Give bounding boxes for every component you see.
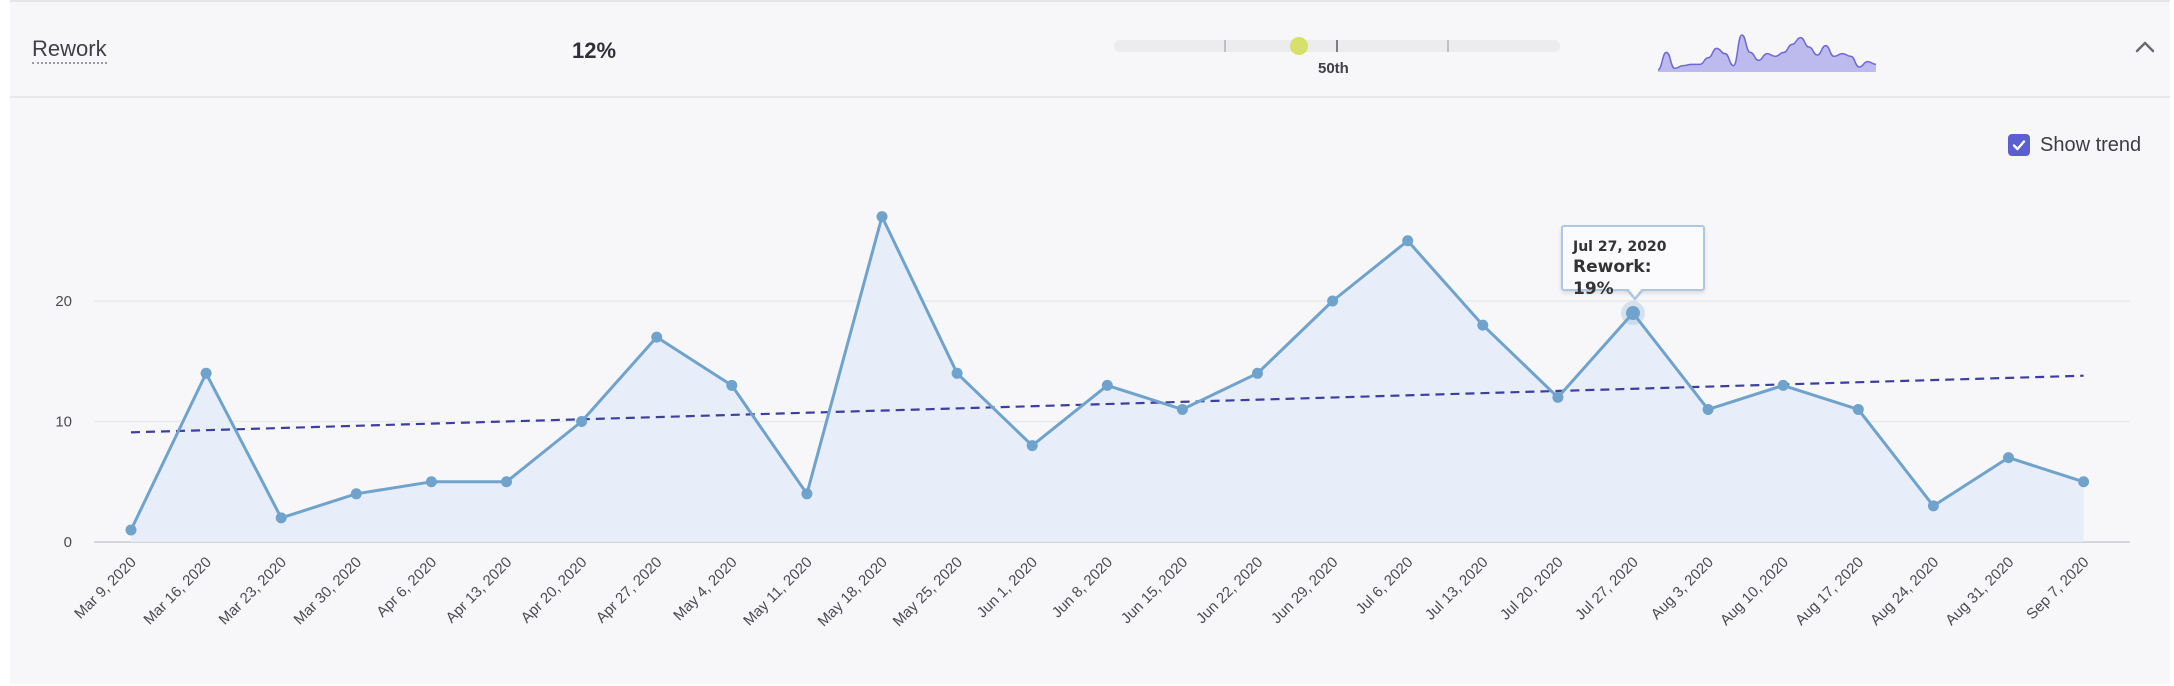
metric-value: 12% (572, 38, 617, 63)
x-tick-label: Mar 9, 2020 (71, 554, 140, 623)
x-tick-label: May 25, 2020 (890, 554, 966, 630)
show-trend-checkbox[interactable] (2008, 134, 2030, 156)
data-point[interactable] (1702, 403, 1714, 415)
data-point[interactable] (726, 379, 738, 391)
metric-header-row[interactable]: Rework 12% 50th (10, 2, 2170, 98)
y-tick-label: 0 (64, 534, 72, 551)
chevron-up-icon[interactable] (2132, 34, 2158, 60)
x-tick-label: Aug 3, 2020 (1648, 554, 1717, 623)
x-tick-label: May 11, 2020 (740, 554, 816, 630)
show-trend-toggle[interactable]: Show trend (2008, 132, 2141, 158)
data-point[interactable] (1327, 295, 1339, 307)
data-point[interactable] (501, 476, 512, 488)
rework-line-chart: Mar 9, 2020 Mar 16, 2020 Mar 23, 2020 Mar 3… (55, 211, 2130, 630)
x-tick-label: Mar 16, 2020 (140, 554, 215, 629)
x-tick-label: Jun 1, 2020 (974, 554, 1041, 621)
trend-line (130, 374, 2084, 434)
x-tick-label: Jul 13, 2020 (1422, 554, 1492, 624)
percentile-tick-25 (1224, 40, 1226, 52)
x-tick-label: Aug 31, 2020 (1942, 554, 2017, 629)
percentile-tick-75 (1447, 40, 1449, 52)
data-point[interactable] (1101, 379, 1113, 391)
x-tick-label: Jul 20, 2020 (1497, 554, 1567, 624)
x-tick-label: Mar 30, 2020 (291, 554, 366, 629)
data-point[interactable] (576, 416, 588, 427)
data-point[interactable] (1477, 319, 1489, 331)
x-tick-label: May 4, 2020 (670, 554, 740, 624)
data-point[interactable] (125, 524, 137, 536)
data-point[interactable] (275, 512, 287, 524)
data-point[interactable] (2003, 452, 2014, 464)
x-tick-label: Jul 6, 2020 (1353, 554, 1417, 618)
data-point[interactable] (1626, 306, 1640, 321)
x-tick-label: Jun 8, 2020 (1049, 554, 1116, 621)
data-point[interactable] (1552, 391, 1564, 403)
x-tick-label: Jun 29, 2020 (1268, 554, 1341, 627)
data-point[interactable] (1927, 500, 1939, 512)
sparkline-line (1657, 34, 1877, 71)
data-point[interactable] (200, 367, 212, 379)
x-axis-labels: Mar 9, 2020 Mar 16, 2020 Mar 23, 2020 Mar 3… (71, 554, 2092, 630)
x-tick-label: Jul 27, 2020 (1572, 554, 1642, 624)
y-axis-labels: 0 10 20 (55, 293, 72, 551)
x-tick-label: Apr 13, 2020 (443, 554, 516, 627)
sparkline (1657, 34, 1877, 72)
x-tick-label: Mar 23, 2020 (216, 554, 291, 629)
data-point[interactable] (1852, 403, 1864, 415)
data-point[interactable] (1252, 367, 1263, 379)
area-fill (131, 216, 2084, 542)
x-tick-label: Apr 20, 2020 (518, 554, 591, 627)
x-tick-label: Aug 17, 2020 (1792, 554, 1867, 629)
data-point[interactable] (2078, 476, 2090, 488)
y-tick-label: 10 (55, 414, 72, 431)
data-point[interactable] (1402, 235, 1414, 247)
tooltip-arrow (1625, 287, 1645, 302)
x-tick-label: Apr 27, 2020 (593, 554, 666, 627)
tooltip: Jul 27, 2020 Rework: 19% (1561, 225, 1705, 302)
x-tick-label: Aug 10, 2020 (1717, 554, 1792, 629)
data-point[interactable] (951, 367, 963, 379)
data-point[interactable] (1777, 379, 1789, 391)
data-point[interactable] (876, 211, 888, 223)
tooltip-date: Jul 27, 2020 (1573, 239, 1667, 256)
tooltip-value: Rework: 19% (1573, 257, 1652, 300)
checkmark-icon (2012, 140, 2026, 151)
data-point[interactable] (1026, 440, 1038, 452)
metric-name[interactable]: Rework (32, 36, 107, 64)
x-tick-label: May 18, 2020 (815, 554, 891, 630)
data-point[interactable] (425, 476, 437, 488)
x-tick-label: Jun 22, 2020 (1193, 554, 1266, 627)
data-point[interactable] (1176, 403, 1188, 415)
percentile-tick-50 (1336, 40, 1338, 52)
percentile-label: 50th (1318, 60, 1349, 77)
data-points (125, 211, 2090, 536)
show-trend-label[interactable]: Show trend (2040, 133, 2142, 156)
x-tick-label: Aug 24, 2020 (1867, 554, 1942, 629)
y-tick-label: 20 (55, 293, 72, 310)
rework-metric-panel: Rework 12% 50th Mar 9, 2020 Mar 16, 2020 M… (10, 0, 2170, 684)
data-point[interactable] (651, 331, 663, 343)
data-point[interactable] (350, 488, 362, 500)
x-tick-label: Sep 7, 2020 (2023, 554, 2092, 623)
percentile-marker (1290, 37, 1308, 55)
x-tick-label: Jun 15, 2020 (1118, 554, 1191, 627)
data-point[interactable] (801, 488, 813, 500)
percentile-bar (1114, 37, 1560, 55)
sparkline-area (1658, 35, 1876, 72)
x-tick-label: Apr 6, 2020 (373, 554, 440, 621)
